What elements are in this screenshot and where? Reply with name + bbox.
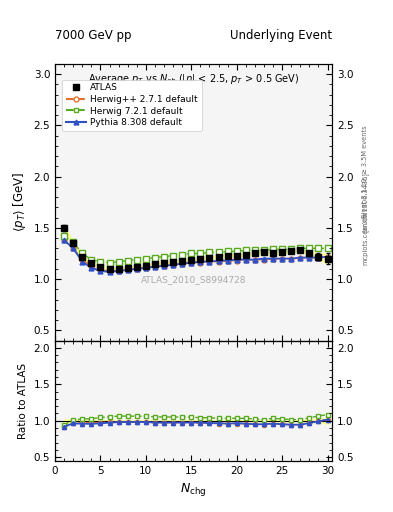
Legend: ATLAS, Herwig++ 2.7.1 default, Herwig 7.2.1 default, Pythia 8.308 default: ATLAS, Herwig++ 2.7.1 default, Herwig 7.… — [62, 79, 202, 131]
Text: ATLAS_2010_S8994728: ATLAS_2010_S8994728 — [141, 275, 246, 284]
Text: [arXiv:1306.3436]: [arXiv:1306.3436] — [362, 173, 369, 232]
Y-axis label: Ratio to ATLAS: Ratio to ATLAS — [18, 362, 28, 439]
Text: Average $p_T$ vs $N_{ch}$ ($|\eta|$ < 2.5, $p_T$ > 0.5 GeV): Average $p_T$ vs $N_{ch}$ ($|\eta|$ < 2.… — [88, 72, 299, 87]
Y-axis label: $\langle p_T \rangle$ [GeV]: $\langle p_T \rangle$ [GeV] — [11, 172, 28, 232]
X-axis label: $N_{\rm chg}$: $N_{\rm chg}$ — [180, 481, 207, 498]
Text: Rivet 3.1.10, ≥ 3.5M events: Rivet 3.1.10, ≥ 3.5M events — [362, 125, 369, 218]
Text: 7000 GeV pp: 7000 GeV pp — [55, 29, 132, 42]
Text: Underlying Event: Underlying Event — [230, 29, 332, 42]
Text: mcplots.cern.ch: mcplots.cern.ch — [362, 211, 369, 265]
